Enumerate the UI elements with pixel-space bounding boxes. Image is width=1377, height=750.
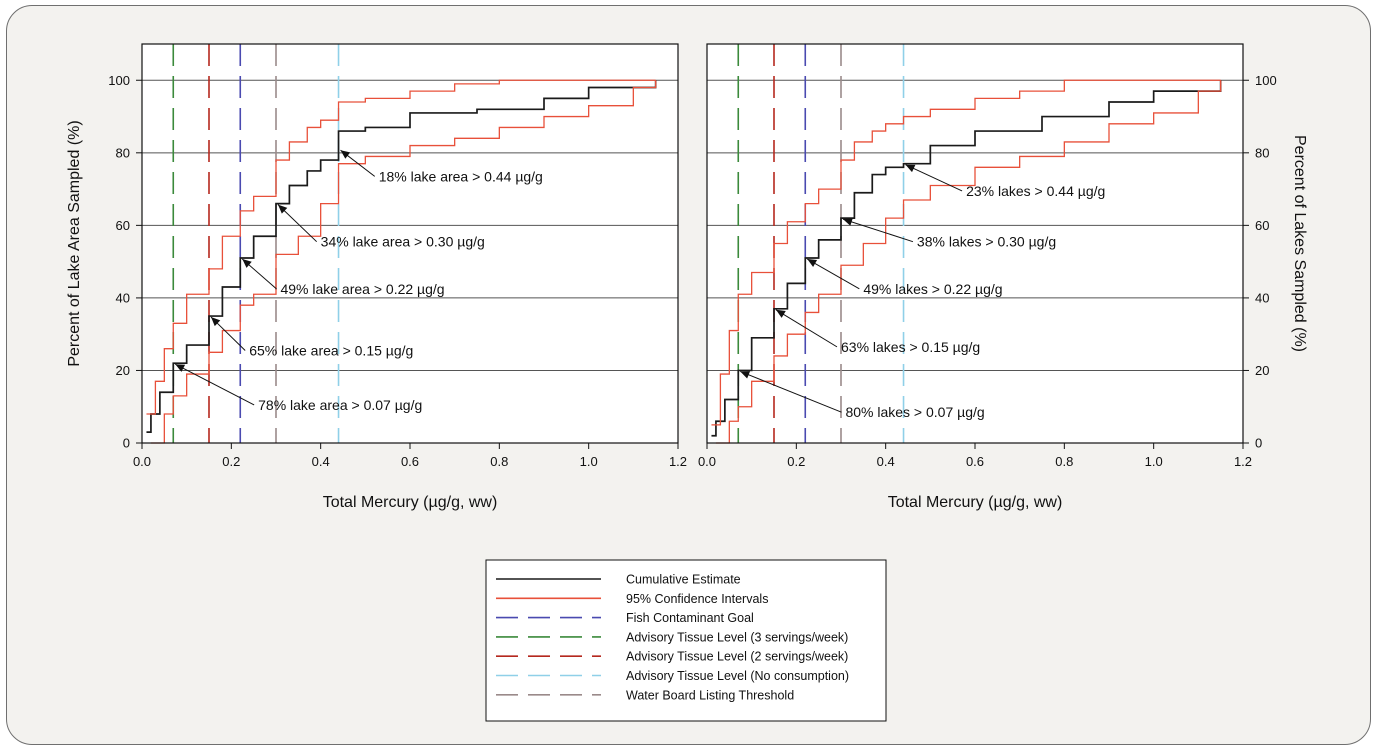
y-tick-label: 20 xyxy=(1255,363,1269,378)
arrow-head xyxy=(211,317,221,327)
annotation-arrow xyxy=(775,309,838,348)
x-tick-label: 0.8 xyxy=(1055,454,1073,469)
upper-confidence-line xyxy=(711,79,1221,426)
cumulative-estimate-line xyxy=(711,80,1222,437)
arrow-head xyxy=(807,259,818,267)
lower-confidence-line xyxy=(715,80,1222,444)
cumulative-estimate-line xyxy=(146,80,657,433)
x-tick-label: 1.2 xyxy=(1234,454,1252,469)
x-tick-label: 0.2 xyxy=(222,454,240,469)
plot-area xyxy=(707,44,1243,443)
x-tick-label: 1.2 xyxy=(669,454,687,469)
x-tick-label: 0.2 xyxy=(787,454,805,469)
annotation-label: 18% lake area > 0.44 µg/g xyxy=(379,168,543,184)
annotation-label: 23% lakes > 0.44 µg/g xyxy=(966,183,1105,199)
y-tick-label: 0 xyxy=(123,436,130,451)
arrow-head xyxy=(740,371,751,379)
legend-item-label: Advisory Tissue Level (2 servings/week) xyxy=(626,650,848,664)
legend-item-label: 95% Confidence Intervals xyxy=(626,592,768,606)
y-tick-label: 100 xyxy=(1255,73,1277,88)
x-axis-title: Total Mercury (µg/g, ww) xyxy=(323,494,498,511)
annotation-arrow xyxy=(807,258,860,290)
arrow-head xyxy=(175,364,186,372)
arrow-head xyxy=(776,309,786,318)
x-axis-title: Total Mercury (µg/g, ww) xyxy=(888,494,1063,511)
legend-item-label: Advisory Tissue Level (3 servings/week) xyxy=(626,630,848,644)
figure-frame: 0 20 40 60 80 100 0.0 0.2 0.4 0.6 0.8 1.0 1.2 Total M… xyxy=(6,5,1371,745)
x-tick-label: 0.4 xyxy=(877,454,895,469)
x-tick-label: 0.8 xyxy=(490,454,508,469)
legend: Cumulative Estimate 95% Confidence Interv… xyxy=(485,559,887,722)
annotation-label: 78% lake area > 0.07 µg/g xyxy=(258,397,422,413)
chart-canvas: 0 20 40 60 80 100 0.0 0.2 0.4 0.6 0.8 1.0 1.2 Total M… xyxy=(66,43,1308,722)
y-tick-label: 60 xyxy=(1255,218,1269,233)
y-tick-label: 80 xyxy=(1255,145,1269,160)
annotation-label: 49% lake area > 0.22 µg/g xyxy=(280,281,444,297)
annotation-arrow xyxy=(842,218,914,243)
annotation-arrow xyxy=(905,164,963,192)
annotation-label: 34% lake area > 0.30 µg/g xyxy=(321,234,485,250)
annotation-label: 63% lakes > 0.15 µg/g xyxy=(841,339,980,355)
y-axis-title: Percent of Lakes Sampled (%) xyxy=(1291,135,1308,352)
x-tick-label: 1.0 xyxy=(580,454,598,469)
annotation-label: 49% lakes > 0.22 µg/g xyxy=(863,281,1002,297)
x-tick-label: 0.4 xyxy=(312,454,330,469)
x-tick-label: 0.0 xyxy=(698,454,716,469)
y-tick-label: 20 xyxy=(116,363,130,378)
legend-item-label: Fish Contaminant Goal xyxy=(626,611,754,625)
y-tick-label: 60 xyxy=(116,218,130,233)
x-tick-label: 0.0 xyxy=(133,454,151,469)
arrow-head xyxy=(905,164,916,173)
arrow-head xyxy=(278,204,288,214)
legend-item-label: Water Board Listing Threshold xyxy=(626,688,794,702)
annotation-label: 38% lakes > 0.30 µg/g xyxy=(917,234,1056,250)
y-tick-label: 100 xyxy=(108,73,130,88)
arrow-head xyxy=(242,259,252,268)
legend-item-label: Cumulative Estimate xyxy=(626,573,741,587)
y-axis-title: Percent of Lake Area Sampled (%) xyxy=(66,120,83,366)
legend-box xyxy=(485,559,887,722)
y-tick-label: 0 xyxy=(1255,436,1262,451)
arrow-head xyxy=(340,150,351,159)
annotation-arrow xyxy=(175,363,255,406)
x-tick-label: 0.6 xyxy=(401,454,419,469)
y-tick-label: 40 xyxy=(1255,290,1269,305)
chart-panel-1: 0 20 40 60 80 100 0.0 0.2 0.4 0.6 0.8 1.0 1.2 Total M… xyxy=(66,43,687,511)
y-tick-label: 80 xyxy=(116,145,130,160)
y-tick-label: 40 xyxy=(116,290,130,305)
upper-confidence-line xyxy=(146,79,656,415)
chart-panel-2: 0 20 40 60 80 100 0.0 0.2 0.4 0.6 0.8 1.0 1.2 Total M… xyxy=(698,43,1308,511)
arrow-head xyxy=(843,218,853,226)
x-tick-label: 0.6 xyxy=(966,454,984,469)
x-tick-label: 1.0 xyxy=(1145,454,1163,469)
legend-item-label: Advisory Tissue Level (No consumption) xyxy=(626,669,849,683)
annotation-label: 80% lakes > 0.07 µg/g xyxy=(845,404,984,420)
annotation-label: 65% lake area > 0.15 µg/g xyxy=(249,343,413,359)
annotation-arrow xyxy=(740,370,842,413)
